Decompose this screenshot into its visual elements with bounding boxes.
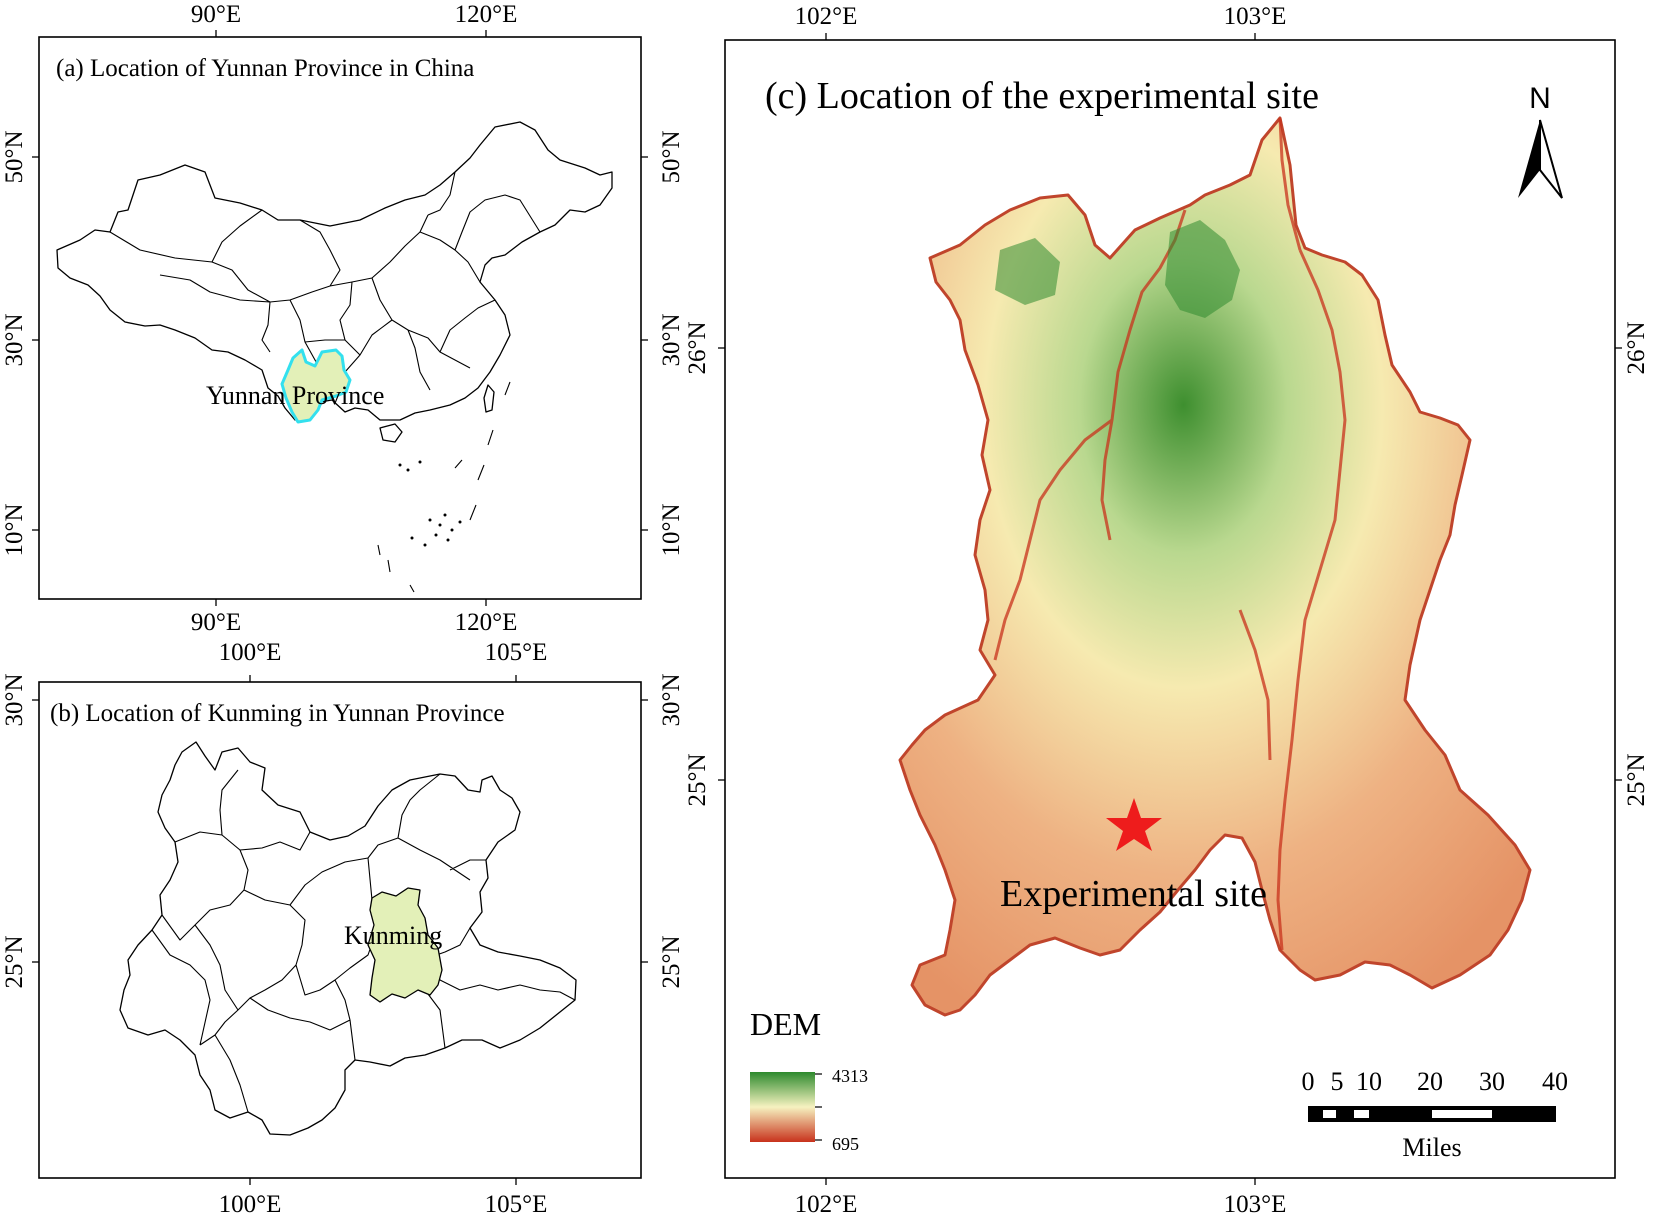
experimental-site-label: Experimental site [1000,873,1267,915]
yunnan-outline [119,741,577,1136]
panel-c-title: (c) Location of the experimental site [765,75,1319,117]
scale-label-30: 30 [1479,1067,1505,1096]
panel-a-bottom-tick-90e: 90°E [191,609,241,636]
panel-b-right-tick-30n: 30°N [658,673,685,726]
panel-c-top-tick-103e: 103°E [1224,3,1287,30]
panel-c-left-tick-25n: 25°N [684,753,711,806]
panel-b-top-tick-105e: 105°E [485,639,548,666]
dem-river-valleys [993,117,1347,951]
panel-a-right-tick-10n: 10°N [658,503,685,556]
panel-b-bottom-tick-105e: 105°E [485,1191,548,1218]
scale-label-10: 10 [1356,1067,1382,1096]
panel-c-top-tick-102e: 102°E [795,3,858,30]
panel-a-right-tick-50n: 50°N [658,130,685,183]
panel-a-left-tick-50n: 50°N [1,130,28,183]
panel-b-left-tick-30n: 30°N [1,673,28,726]
panel-c-bottom-tick-103e: 103°E [1224,1191,1287,1218]
panel-b-left-tick-25n: 25°N [1,935,28,988]
scale-bar-segment-2 [1354,1110,1369,1118]
kunming-highlight [367,887,443,1003]
scale-bar-segment-1 [1323,1110,1336,1118]
scale-label-0: 0 [1302,1067,1315,1096]
kunming-dem-region [898,116,1532,1017]
taiwan-island [483,384,495,413]
dem-legend: DEM 4313 695 [750,1006,868,1154]
panel-b-top-tick-100e: 100°E [219,639,282,666]
panel-b-title: (b) Location of Kunming in Yunnan Provin… [50,700,505,727]
panel-b-right-tick-25n: 25°N [658,935,685,988]
north-arrow-right-half [1539,119,1563,199]
panel-a-bottom-tick-120e: 120°E [455,609,518,636]
yunnan-province-label: Yunnan Province [206,381,384,410]
scale-label-20: 20 [1417,1067,1443,1096]
south-china-sea-islands [398,460,462,547]
dem-legend-title: DEM [750,1006,821,1042]
dem-legend-max: 4313 [832,1066,868,1086]
nine-dash-line [377,381,511,593]
yunnan-province-highlight [280,348,352,424]
experimental-site-star [1106,798,1162,851]
north-arrow-left-half [1518,120,1540,198]
china-outline [56,121,613,421]
panel-a-title: (a) Location of Yunnan Province in China [56,55,474,82]
province-boundaries [109,171,541,391]
north-label: N [1529,82,1551,115]
scale-label-40: 40 [1542,1067,1568,1096]
panel-a-left-tick-30n: 30°N [1,313,28,366]
north-arrow: N [1518,82,1563,199]
scale-bar-unit: Miles [1402,1133,1461,1162]
scale-label-5: 5 [1331,1067,1344,1096]
scale-bar-segment-3 [1432,1110,1492,1118]
panel-a-right-tick-30n: 30°N [658,313,685,366]
hainan-island [379,423,403,443]
dem-legend-min: 695 [832,1134,859,1154]
panel-a-top-tick-120e: 120°E [455,1,518,28]
dem-high-peaks [995,220,1240,318]
panel-c-right-tick-26n: 26°N [1623,321,1650,374]
dem-legend-color-ramp [750,1072,815,1142]
panel-a-top-tick-90e: 90°E [191,1,241,28]
panel-c-left-tick-26n: 26°N [684,321,711,374]
panel-c-dem-map: 102°E 103°E 102°E 103°E 26°N 25°N 26°N 2… [684,3,1650,1218]
panel-a-left-tick-10n: 10°N [1,503,28,556]
panel-c-right-tick-25n: 25°N [1623,753,1650,806]
panel-c-bottom-tick-102e: 102°E [795,1191,858,1218]
panel-b-bottom-tick-100e: 100°E [219,1191,282,1218]
panel-a-china-map: 90°E 120°E 90°E 120°E 50°N 30°N 10°N 50°… [1,1,685,636]
scale-bar: 0 5 10 20 30 40 Miles [1302,1067,1569,1162]
panel-b-yunnan-map: 100°E 105°E 100°E 105°E 30°N 25°N 30°N 2… [1,639,685,1218]
kunming-label: Kunming [344,921,442,950]
